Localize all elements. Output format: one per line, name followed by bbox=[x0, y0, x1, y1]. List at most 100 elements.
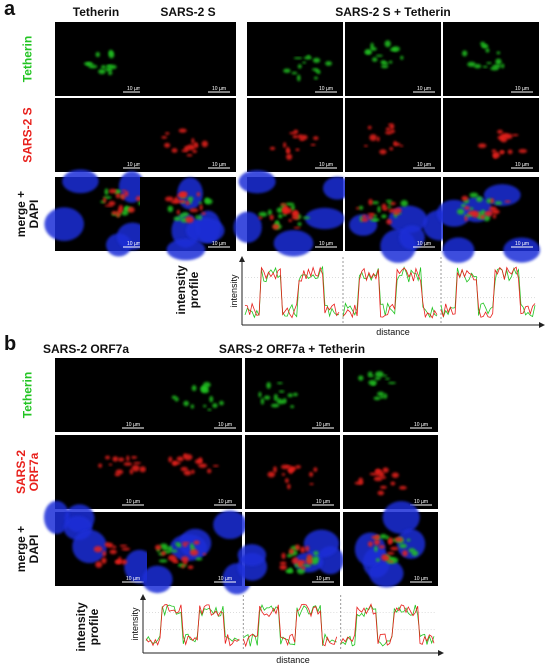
signal bbox=[291, 215, 300, 220]
image-background bbox=[55, 358, 150, 432]
signal bbox=[167, 205, 174, 213]
signal bbox=[171, 557, 178, 564]
signal bbox=[369, 134, 377, 141]
signal bbox=[370, 47, 377, 51]
signal bbox=[500, 136, 508, 143]
nucleus bbox=[442, 237, 475, 263]
signal bbox=[476, 196, 483, 203]
signal bbox=[400, 200, 408, 207]
micrograph: 10 µm bbox=[245, 435, 340, 509]
signal bbox=[201, 140, 209, 148]
signal bbox=[485, 210, 491, 217]
signal bbox=[181, 556, 189, 563]
nucleus bbox=[322, 176, 352, 200]
signal bbox=[303, 56, 313, 60]
signal bbox=[467, 210, 477, 216]
signal bbox=[402, 550, 408, 557]
signal bbox=[369, 472, 379, 476]
image-background bbox=[345, 98, 441, 172]
signal bbox=[387, 206, 392, 209]
scale-bar-label: 10 µm bbox=[414, 499, 428, 505]
signal bbox=[467, 61, 476, 67]
signal bbox=[386, 218, 392, 225]
nucleus bbox=[142, 565, 173, 594]
signal bbox=[124, 190, 129, 197]
signal bbox=[202, 553, 207, 556]
signal bbox=[102, 197, 107, 204]
signal bbox=[269, 146, 276, 151]
signal bbox=[361, 217, 369, 222]
signal bbox=[394, 207, 402, 214]
nucleus bbox=[237, 544, 267, 566]
signal bbox=[372, 214, 377, 218]
scale-bar-label: 10 µm bbox=[127, 162, 141, 168]
signal bbox=[263, 395, 271, 400]
signal bbox=[186, 153, 193, 157]
signal bbox=[112, 545, 117, 549]
signal bbox=[135, 196, 142, 202]
signal bbox=[283, 68, 291, 73]
signal bbox=[375, 534, 380, 540]
micrograph: 10 µm bbox=[233, 169, 352, 257]
signal bbox=[305, 558, 313, 565]
scale-bar-label: 10 µm bbox=[515, 86, 529, 92]
signal bbox=[389, 147, 394, 151]
signal bbox=[358, 375, 364, 381]
signal bbox=[183, 470, 192, 476]
signal bbox=[384, 40, 391, 48]
signal bbox=[83, 62, 92, 65]
nucleus bbox=[185, 218, 225, 243]
signal bbox=[178, 128, 187, 133]
profile-line bbox=[242, 603, 338, 648]
micrograph: 10 µm bbox=[142, 510, 252, 595]
signal bbox=[201, 212, 206, 215]
column-header: SARS-2 ORF7a + Tetherin bbox=[218, 342, 366, 356]
signal bbox=[108, 64, 117, 70]
signal bbox=[294, 544, 301, 551]
signal bbox=[176, 209, 180, 215]
image-background bbox=[55, 22, 151, 96]
signal bbox=[367, 125, 372, 130]
signal bbox=[98, 68, 106, 75]
signal bbox=[98, 463, 103, 468]
row-label: merge + DAPI bbox=[14, 190, 41, 238]
signal bbox=[160, 551, 166, 556]
signal bbox=[313, 467, 318, 472]
signal bbox=[107, 70, 113, 76]
signal bbox=[204, 198, 213, 205]
signal bbox=[469, 207, 474, 211]
signal bbox=[367, 541, 373, 547]
scale-bar-label: 10 µm bbox=[218, 576, 232, 582]
micrograph: 10 µm bbox=[343, 358, 438, 432]
signal bbox=[198, 463, 208, 468]
signal bbox=[391, 472, 399, 478]
micrograph: 10 µm bbox=[345, 177, 457, 263]
profile-line bbox=[340, 603, 435, 646]
signal bbox=[203, 404, 207, 408]
signal bbox=[299, 546, 306, 553]
signal bbox=[288, 218, 293, 223]
signal bbox=[219, 400, 224, 406]
signal bbox=[293, 129, 299, 134]
nucleus bbox=[303, 529, 340, 558]
signal bbox=[267, 471, 276, 478]
signal bbox=[386, 551, 395, 555]
signal bbox=[109, 549, 117, 555]
scale-bar-label: 10 µm bbox=[414, 576, 428, 582]
scale-bar-label: 10 µm bbox=[218, 422, 232, 428]
signal bbox=[286, 146, 290, 154]
signal bbox=[380, 485, 387, 489]
signal bbox=[367, 371, 373, 377]
signal bbox=[272, 223, 280, 230]
micrograph: 10 µm bbox=[443, 22, 539, 96]
profile-line bbox=[440, 266, 536, 318]
signal bbox=[290, 405, 295, 409]
signal bbox=[354, 481, 364, 485]
micrograph: 10 µm bbox=[245, 358, 340, 432]
signal bbox=[104, 455, 111, 460]
signal bbox=[393, 142, 401, 146]
signal bbox=[383, 393, 388, 399]
signal bbox=[258, 216, 263, 220]
image-background bbox=[140, 98, 236, 172]
nucleus bbox=[238, 169, 276, 194]
